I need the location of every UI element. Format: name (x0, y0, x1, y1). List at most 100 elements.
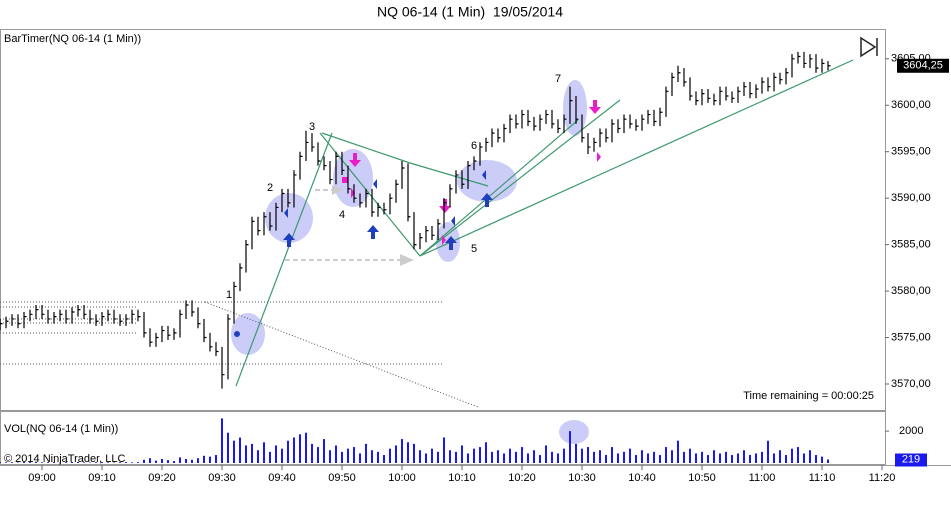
volume-bar (29, 462, 31, 463)
price-bar (101, 311, 105, 326)
price-bar (491, 128, 495, 148)
price-bar (461, 170, 465, 189)
volume-bar (503, 453, 505, 463)
volume-bar (827, 459, 829, 463)
last-price-box (897, 58, 949, 73)
volume-bar (479, 447, 481, 463)
volume-bar (65, 462, 67, 463)
price-bar (293, 170, 297, 208)
price-bar (773, 72, 777, 92)
volume-bar (287, 440, 289, 463)
volume-bar (161, 459, 163, 463)
price-bar (167, 325, 171, 340)
price-bar (389, 193, 393, 215)
price-bar (563, 114, 567, 134)
volume-bar (713, 450, 715, 463)
x-tick-label: 10:50 (688, 472, 716, 484)
price-bar (221, 346, 225, 389)
volume-bar (737, 453, 739, 463)
price-bar (569, 86, 573, 124)
price-bar (359, 193, 363, 208)
x-tick-label: 11:10 (809, 472, 836, 484)
volume-bar (563, 448, 565, 463)
price-bar (509, 114, 513, 134)
price-bar (647, 109, 651, 124)
volume-bar (143, 459, 145, 463)
price-bar (497, 128, 501, 143)
price-bar (449, 184, 453, 208)
volume-bar (371, 450, 373, 463)
volume-bar (377, 451, 379, 463)
price-bar (575, 95, 579, 124)
volume-bar (707, 455, 709, 463)
price-bar (473, 156, 477, 171)
volume-bar (353, 447, 355, 463)
volume-bar (251, 443, 253, 463)
price-bar (53, 311, 57, 324)
volume-bar (293, 437, 295, 463)
volume-highlight (559, 420, 589, 444)
price-bar (59, 309, 63, 322)
price-bar (443, 198, 447, 229)
y-tick-label: 3590,00 (891, 192, 931, 204)
price-bar (143, 311, 147, 338)
x-tick-label: 10:40 (628, 472, 656, 484)
price-bar (581, 114, 585, 143)
volume-bar (395, 445, 397, 463)
chart-title: NQ 06-14 (1 Min) 19/05/2014 (377, 4, 563, 20)
price-bar (287, 188, 291, 208)
price-bar (23, 311, 27, 329)
price-bar (521, 109, 525, 129)
volume-bar (719, 453, 721, 463)
volume-bar (635, 455, 637, 463)
price-bar (95, 314, 99, 326)
price-bar (125, 314, 129, 326)
volume-bar (575, 443, 577, 463)
volume-bar (281, 448, 283, 463)
volume-bar (623, 451, 625, 463)
price-bar (107, 309, 111, 322)
volume-bar (311, 443, 313, 463)
volume-bar (467, 453, 469, 463)
volume-bar (329, 450, 331, 463)
volume-bar (401, 439, 403, 463)
volume-bar (539, 455, 541, 463)
volume-bar (785, 455, 787, 463)
x-tick-label: 10:20 (508, 472, 536, 484)
price-bar (239, 263, 243, 292)
price-bar (635, 119, 639, 131)
volume-bar (797, 447, 799, 463)
volume-bar (389, 448, 391, 463)
volume-bars (0, 418, 829, 463)
price-bar (251, 216, 255, 250)
price-bar (623, 114, 627, 134)
volume-panel (0, 411, 886, 465)
price-bar (29, 309, 33, 322)
price-bar (677, 65, 681, 83)
price-bar (545, 109, 549, 124)
volume-bar (125, 462, 127, 463)
volume-bar (689, 448, 691, 463)
price-bar (257, 216, 261, 236)
volume-bar (611, 447, 613, 463)
price-bar (155, 332, 159, 347)
volume-bar (821, 456, 823, 463)
price-bar (617, 119, 621, 134)
volume-bar (533, 450, 535, 463)
price-bar (35, 305, 39, 319)
price-bar (731, 91, 735, 103)
price-bar (71, 307, 75, 324)
price-bar (353, 184, 357, 203)
price-bar (341, 151, 345, 175)
price-bar (197, 307, 201, 329)
price-bar (587, 133, 591, 155)
volume-bar (263, 442, 265, 463)
play-icon[interactable] (860, 36, 878, 58)
x-tick-label: 09:40 (268, 472, 296, 484)
x-tick-label: 10:10 (448, 472, 476, 484)
price-bar (209, 332, 213, 352)
volume-bar (791, 448, 793, 463)
price-bar (653, 109, 657, 127)
x-tick-label: 09:20 (148, 472, 176, 484)
volume-bar (809, 450, 811, 463)
